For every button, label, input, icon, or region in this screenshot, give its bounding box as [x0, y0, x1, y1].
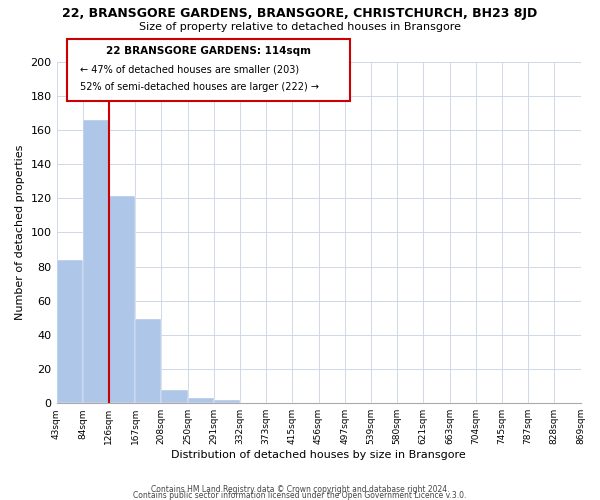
- Bar: [188, 398, 214, 403]
- Text: Contains HM Land Registry data © Crown copyright and database right 2024.: Contains HM Land Registry data © Crown c…: [151, 485, 449, 494]
- Text: 52% of semi-detached houses are larger (222) →: 52% of semi-detached houses are larger (…: [80, 82, 319, 92]
- Text: 22, BRANSGORE GARDENS, BRANSGORE, CHRISTCHURCH, BH23 8JD: 22, BRANSGORE GARDENS, BRANSGORE, CHRIST…: [62, 8, 538, 20]
- Bar: [135, 320, 161, 403]
- Bar: [214, 400, 240, 403]
- Bar: [161, 390, 188, 403]
- Text: Size of property relative to detached houses in Bransgore: Size of property relative to detached ho…: [139, 22, 461, 32]
- Bar: [83, 120, 109, 403]
- FancyBboxPatch shape: [67, 40, 350, 101]
- Text: Contains public sector information licensed under the Open Government Licence v.: Contains public sector information licen…: [133, 491, 467, 500]
- Bar: [56, 260, 83, 403]
- Text: ← 47% of detached houses are smaller (203): ← 47% of detached houses are smaller (20…: [80, 65, 299, 75]
- X-axis label: Distribution of detached houses by size in Bransgore: Distribution of detached houses by size …: [171, 450, 466, 460]
- Bar: [109, 196, 135, 403]
- Y-axis label: Number of detached properties: Number of detached properties: [15, 144, 25, 320]
- Text: 22 BRANSGORE GARDENS: 114sqm: 22 BRANSGORE GARDENS: 114sqm: [106, 46, 311, 56]
